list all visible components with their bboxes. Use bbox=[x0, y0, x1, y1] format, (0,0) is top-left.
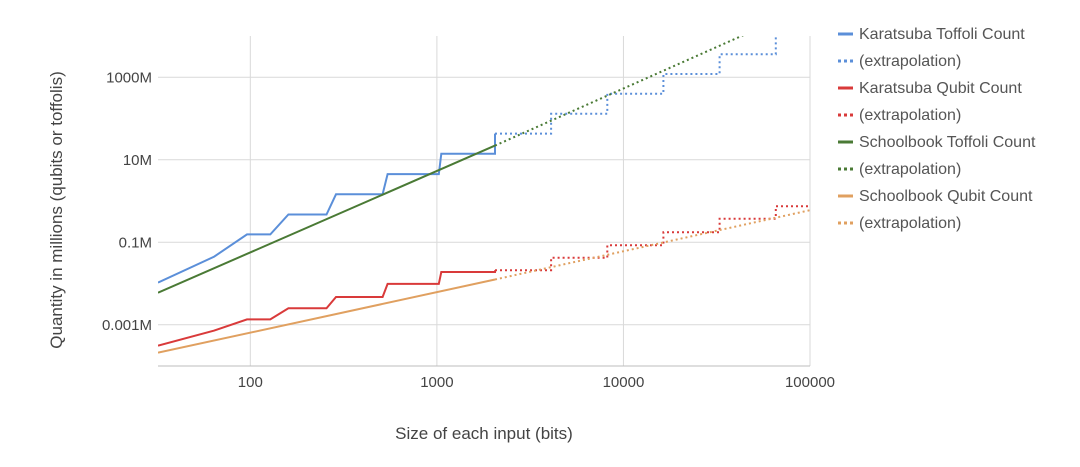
series-group bbox=[158, 36, 810, 354]
legend: Karatsuba Toffoli Count (extrapolation) Ka… bbox=[838, 26, 1036, 232]
series-karatsuba-qubit-count-line bbox=[158, 270, 496, 347]
y-axis-label: Quantity in millions (qubits or toffolis… bbox=[47, 71, 66, 348]
y-tick-label: 0.1M bbox=[119, 234, 152, 251]
x-tick-label: 100 bbox=[238, 374, 263, 391]
legend-label: (extrapolation) bbox=[859, 161, 961, 178]
legend-label: Schoolbook Qubit Count bbox=[859, 188, 1033, 205]
legend-label: Schoolbook Toffoli Count bbox=[859, 134, 1036, 151]
legend-label: Karatsuba Toffoli Count bbox=[859, 26, 1025, 43]
grid-layer bbox=[158, 36, 811, 367]
series-karatsuba-toffoli-count-line bbox=[158, 133, 496, 284]
series-layer bbox=[158, 36, 810, 354]
series-extrapolation-line bbox=[495, 36, 777, 135]
x-tick-label: 10000 bbox=[603, 374, 645, 391]
x-tick-label: 100000 bbox=[785, 374, 835, 391]
series-extrapolation-line bbox=[495, 205, 810, 272]
y-tick-label: 0.001M bbox=[102, 317, 152, 334]
legend-label: (extrapolation) bbox=[859, 215, 961, 232]
legend-label: (extrapolation) bbox=[859, 53, 961, 70]
series-schoolbook-qubit-count-line bbox=[158, 278, 496, 354]
ticks-layer: 100 1000 10000 100000 0.001M 0.1M 10M 1000M bbox=[102, 69, 835, 391]
x-tick-label: 1000 bbox=[420, 374, 453, 391]
series-schoolbook-toffoli-count-line bbox=[158, 144, 496, 294]
series-extrapolation-line bbox=[494, 209, 810, 281]
legend-label: Karatsuba Qubit Count bbox=[859, 80, 1022, 97]
y-tick-label: 10M bbox=[123, 152, 152, 169]
y-tick-label: 1000M bbox=[106, 69, 152, 86]
x-axis-label: Size of each input (bits) bbox=[395, 424, 573, 443]
series-extrapolation-line bbox=[494, 36, 744, 147]
legend-label: (extrapolation) bbox=[859, 107, 961, 124]
